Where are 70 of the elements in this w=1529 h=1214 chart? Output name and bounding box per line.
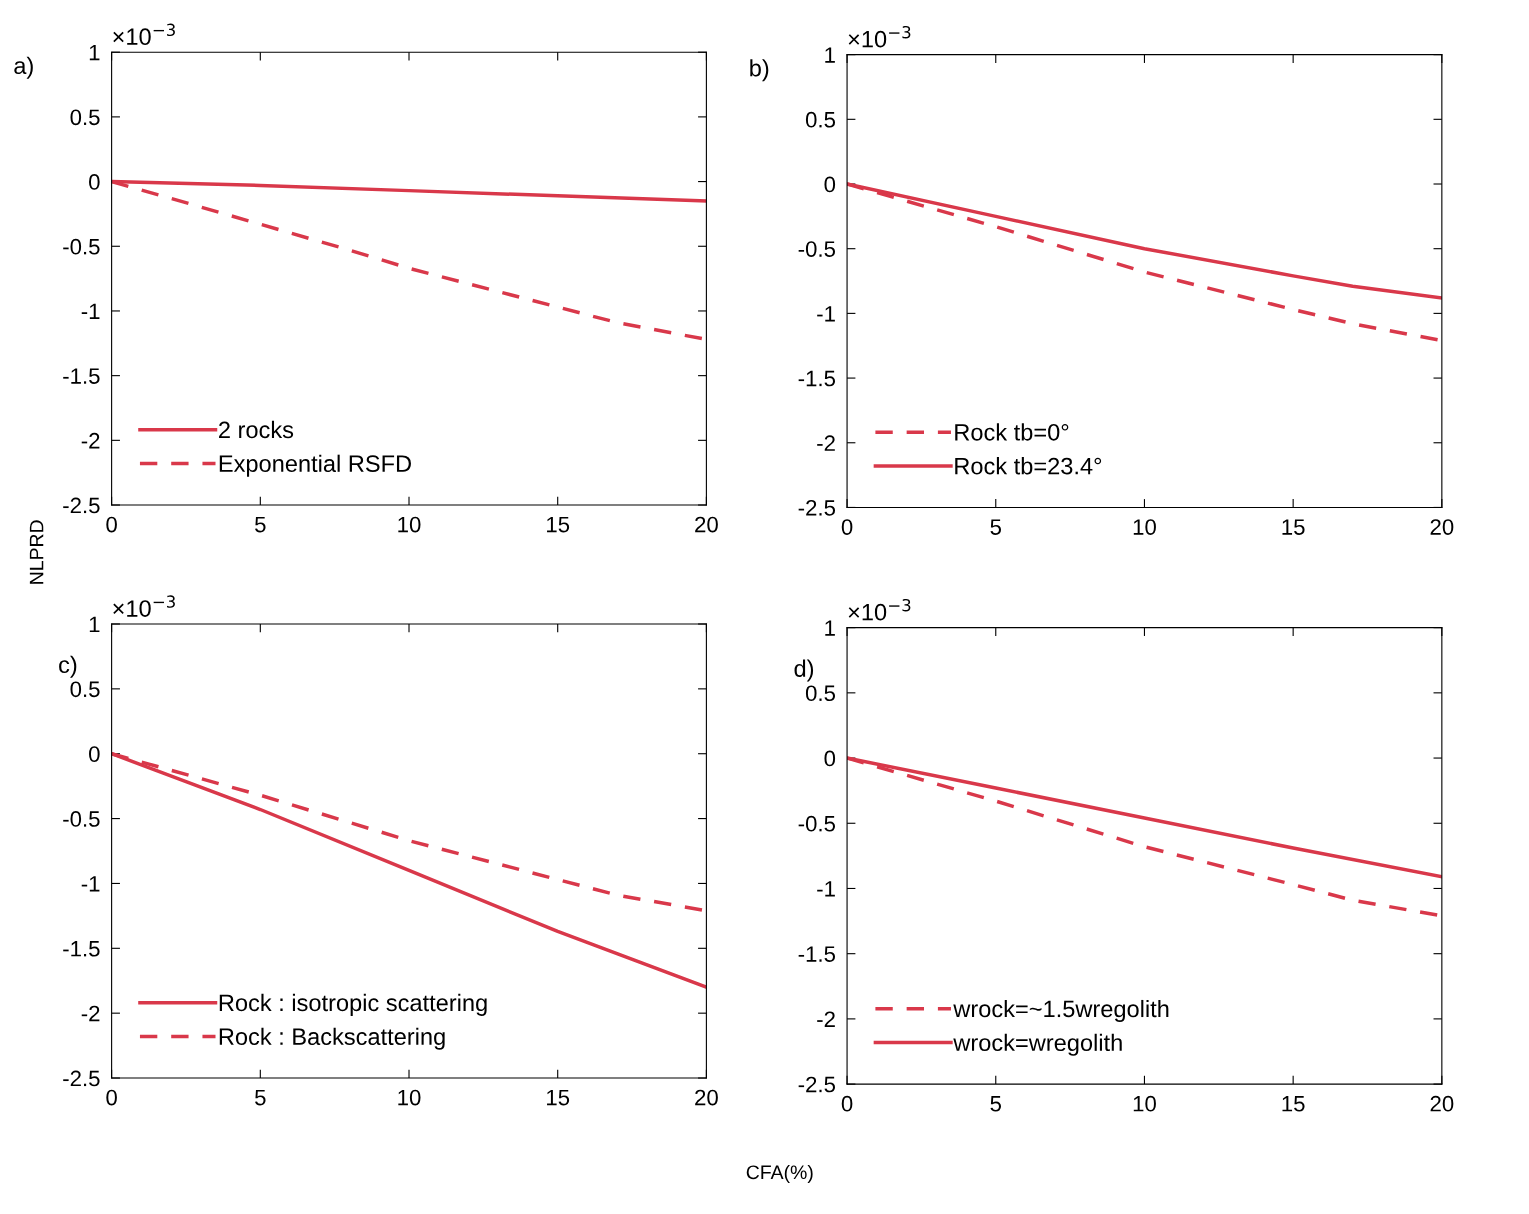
y-tick-label: -1: [817, 306, 835, 322]
text: b): [750, 59, 769, 82]
x-tick-label: 0: [841, 1095, 853, 1112]
y-tick-label: -1: [81, 303, 100, 320]
x-tick-label: 15: [1282, 1096, 1305, 1112]
x-tick-label: 15: [1282, 519, 1305, 535]
y-tick-label: -0.5: [798, 815, 836, 832]
y-tick-label: 1: [825, 620, 835, 636]
y-tick-label: 0: [824, 750, 836, 767]
text: a): [14, 56, 33, 79]
x-tick-label: 15: [547, 1089, 570, 1106]
legend-label: Rock : isotropic scattering: [219, 993, 487, 1016]
x-tick-label: 20: [1430, 519, 1454, 535]
text: d): [794, 659, 814, 682]
y-tick-label: 1: [89, 616, 100, 633]
y-tick-label: -1: [81, 876, 100, 892]
y-tick-label: 0: [824, 176, 836, 193]
legend-label: Exponential RSFD: [219, 454, 411, 477]
x-tick-label: 5: [255, 1089, 266, 1106]
y-tick-label: -2.5: [798, 499, 836, 516]
x-tick-label: 10: [1133, 519, 1156, 535]
y-axis-title: NLPRD: [29, 520, 44, 584]
y-tick-label: 0.5: [70, 109, 100, 126]
legend-label: wrock=wregolith: [953, 1033, 1122, 1056]
y-tick-label: 0: [89, 746, 100, 762]
y-tick-label: 0.5: [805, 111, 836, 128]
x-tick-label: 10: [398, 1089, 421, 1106]
y-tick-label: -2.5: [63, 497, 100, 514]
y-tick-label: -1: [817, 881, 835, 897]
y-tick-label: -0.5: [63, 238, 100, 255]
x-tick-label: 20: [1430, 1095, 1454, 1112]
y-tick-label: -0.5: [63, 811, 100, 827]
text: ×10$^{−3}$: [113, 23, 175, 46]
y-tick-label: -1.5: [63, 368, 100, 384]
text: ×10$^{−3}$: [113, 595, 175, 617]
x-tick-label: 0: [841, 519, 853, 535]
x-tick-label: 0: [106, 1089, 117, 1106]
text: c): [59, 655, 77, 678]
y-tick-label: -2.5: [798, 1076, 836, 1093]
y-tick-label: -1.5: [798, 370, 836, 387]
x-tick-label: 20: [695, 516, 718, 533]
x-tick-label: 10: [1133, 1095, 1156, 1112]
legend-label: Rock tb=0°: [955, 423, 1069, 441]
text: ×10$^{−3}$: [848, 598, 911, 621]
y-tick-label: 0.5: [805, 685, 836, 702]
y-tick-label: -2: [81, 1005, 100, 1022]
x-tick-label: 5: [990, 519, 1002, 535]
y-tick-label: -1.5: [798, 946, 836, 962]
x-axis-title: CFA(%): [746, 1164, 813, 1183]
y-tick-label: -1.5: [63, 941, 100, 957]
legend-label: wrock=~1.5wregolith: [953, 999, 1169, 1022]
y-tick-label: -0.5: [798, 241, 836, 257]
x-tick-label: 5: [990, 1096, 1002, 1112]
y-tick-label: 1: [89, 44, 100, 61]
y-tick-label: 1: [825, 47, 835, 63]
x-tick-label: 10: [398, 516, 421, 533]
x-tick-label: 15: [547, 516, 570, 533]
x-tick-label: 0: [106, 516, 117, 533]
legend-label: Rock tb=23.4°: [955, 457, 1102, 475]
y-tick-label: -2: [817, 435, 835, 451]
y-tick-label: -2.5: [63, 1070, 100, 1087]
y-tick-label: 0.5: [70, 681, 100, 698]
legend-label: Rock : Backscattering: [219, 1027, 445, 1050]
y-tick-label: 0: [89, 174, 100, 190]
x-tick-label: 20: [695, 1089, 718, 1106]
y-tick-label: -2: [817, 1011, 835, 1027]
y-tick-label: -2: [81, 432, 100, 449]
legend-label: 2 rocks: [219, 420, 294, 439]
text: ×10$^{−3}$: [848, 25, 911, 48]
x-tick-label: 5: [255, 516, 266, 533]
